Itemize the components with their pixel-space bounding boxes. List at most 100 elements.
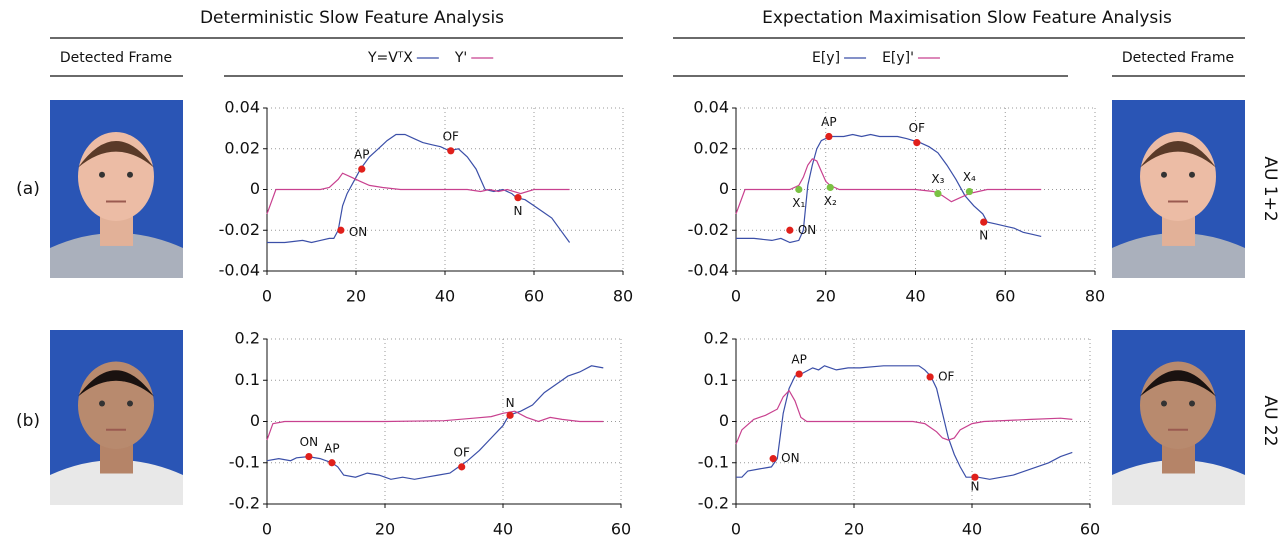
y-tick-label: 0.2 bbox=[235, 329, 260, 348]
annotation-point bbox=[447, 147, 454, 154]
y-tick-label: 0 bbox=[250, 179, 260, 198]
frame-label: Detected Frame bbox=[60, 50, 172, 66]
y-tick-label: -0.1 bbox=[698, 452, 729, 471]
x-tick-label: 20 bbox=[346, 287, 366, 306]
y-tick-label: 0.02 bbox=[693, 138, 729, 157]
annotation-label: AP bbox=[791, 353, 806, 367]
y-tick-label: 0.1 bbox=[704, 370, 729, 389]
chart: -0.2 -0.1 0 0.1 0.2 0 20 40 60 ON AP OF N bbox=[229, 329, 631, 537]
annotation-label: OF bbox=[909, 121, 925, 135]
annotation-label: ON bbox=[798, 223, 816, 237]
annotation-label: X₂ bbox=[824, 194, 837, 208]
annotation-label: N bbox=[513, 204, 522, 218]
annotation-point bbox=[506, 412, 513, 419]
annotation-label: AP bbox=[324, 441, 339, 455]
annotation-point bbox=[827, 184, 834, 191]
annotation-point bbox=[966, 188, 973, 195]
x-tick-label: 80 bbox=[613, 287, 633, 306]
x-tick-label: 20 bbox=[375, 520, 395, 537]
annotation-point bbox=[796, 370, 803, 377]
annotation-label: X₄ bbox=[963, 170, 976, 184]
annotation-point bbox=[927, 373, 934, 380]
legend-label: E[y]' bbox=[882, 50, 914, 66]
annotation-point bbox=[795, 186, 802, 193]
x-tick-label: 40 bbox=[493, 520, 513, 537]
annotation-point bbox=[980, 219, 987, 226]
y-tick-label: -0.02 bbox=[688, 220, 729, 239]
annotation-point bbox=[770, 455, 777, 462]
chart: -0.2 -0.1 0 0.1 0.2 0 20 40 60 ON AP OF N bbox=[698, 329, 1100, 537]
eye bbox=[1161, 401, 1167, 407]
annotation-point bbox=[934, 190, 941, 197]
x-tick-label: 60 bbox=[1080, 520, 1100, 537]
annotation-point bbox=[913, 139, 920, 146]
chart: -0.04 -0.02 0 0.02 0.04 0 20 40 60 80 ON AP OF N bbox=[219, 98, 634, 306]
y-tick-label: -0.2 bbox=[698, 494, 729, 513]
x-tick-label: 0 bbox=[262, 287, 272, 306]
legend-label: Y=VᵀX bbox=[367, 50, 413, 66]
row-label: (b) bbox=[16, 411, 40, 431]
annotation-label: ON bbox=[781, 451, 799, 465]
face-images bbox=[50, 100, 1245, 505]
eye bbox=[127, 172, 133, 178]
y-tick-label: 0 bbox=[719, 411, 729, 430]
annotation-point bbox=[786, 227, 793, 234]
x-tick-label: 20 bbox=[816, 287, 836, 306]
frame-label: Detected Frame bbox=[1122, 50, 1234, 66]
annotation-point bbox=[825, 133, 832, 140]
legend-label: Y' bbox=[454, 50, 467, 66]
y-tick-label: -0.02 bbox=[219, 220, 260, 239]
y-tick-label: -0.2 bbox=[229, 494, 260, 513]
annotation-label: ON bbox=[349, 225, 367, 239]
x-tick-label: 60 bbox=[524, 287, 544, 306]
series-line bbox=[267, 135, 570, 243]
annotation-point bbox=[328, 459, 335, 466]
annotation-label: ON bbox=[300, 435, 318, 449]
legend-label: E[y] bbox=[812, 50, 840, 66]
au-label: AU 1+2 bbox=[1260, 156, 1280, 221]
y-tick-label: -0.1 bbox=[229, 452, 260, 471]
eye bbox=[99, 172, 105, 178]
x-tick-label: 0 bbox=[262, 520, 272, 537]
x-tick-label: 20 bbox=[844, 520, 864, 537]
annotation-label: OF bbox=[454, 445, 470, 459]
y-tick-label: 0.04 bbox=[224, 98, 260, 117]
y-tick-label: -0.04 bbox=[219, 261, 260, 280]
annotation-point bbox=[458, 463, 465, 470]
y-tick-label: 0 bbox=[250, 411, 260, 430]
y-tick-label: 0.02 bbox=[224, 138, 260, 157]
annotation-label: N bbox=[970, 480, 979, 494]
x-tick-label: 40 bbox=[905, 287, 925, 306]
x-tick-label: 40 bbox=[962, 520, 982, 537]
series-line bbox=[736, 135, 1041, 243]
annotation-point bbox=[337, 227, 344, 234]
eye bbox=[1189, 172, 1195, 178]
eye bbox=[1161, 172, 1167, 178]
y-tick-label: 0.1 bbox=[235, 370, 260, 389]
annotation-point bbox=[358, 166, 365, 173]
figure: Deterministic Slow Feature Analysis Expe… bbox=[0, 0, 1286, 537]
y-tick-label: 0.2 bbox=[704, 329, 729, 348]
y-tick-label: -0.04 bbox=[688, 261, 729, 280]
annotation-point bbox=[305, 453, 312, 460]
annotation-label: X₁ bbox=[792, 196, 805, 210]
y-tick-label: 0.04 bbox=[693, 98, 729, 117]
x-tick-label: 60 bbox=[995, 287, 1015, 306]
annotation-label: N bbox=[979, 229, 988, 243]
row-label: (a) bbox=[16, 179, 40, 199]
x-tick-label: 60 bbox=[611, 520, 631, 537]
y-tick-label: 0 bbox=[719, 179, 729, 198]
annotation-label: AP bbox=[354, 148, 369, 162]
section-title: Deterministic Slow Feature Analysis bbox=[200, 8, 504, 28]
annotation-label: AP bbox=[821, 115, 836, 129]
annotation-label: OF bbox=[443, 129, 459, 143]
eye bbox=[127, 401, 133, 407]
eye bbox=[1189, 401, 1195, 407]
x-tick-label: 40 bbox=[435, 287, 455, 306]
annotation-label: N bbox=[506, 396, 515, 410]
au-label: AU 22 bbox=[1260, 395, 1280, 446]
annotation-point bbox=[514, 194, 521, 201]
x-tick-label: 0 bbox=[731, 520, 741, 537]
annotation-label: OF bbox=[938, 369, 954, 383]
